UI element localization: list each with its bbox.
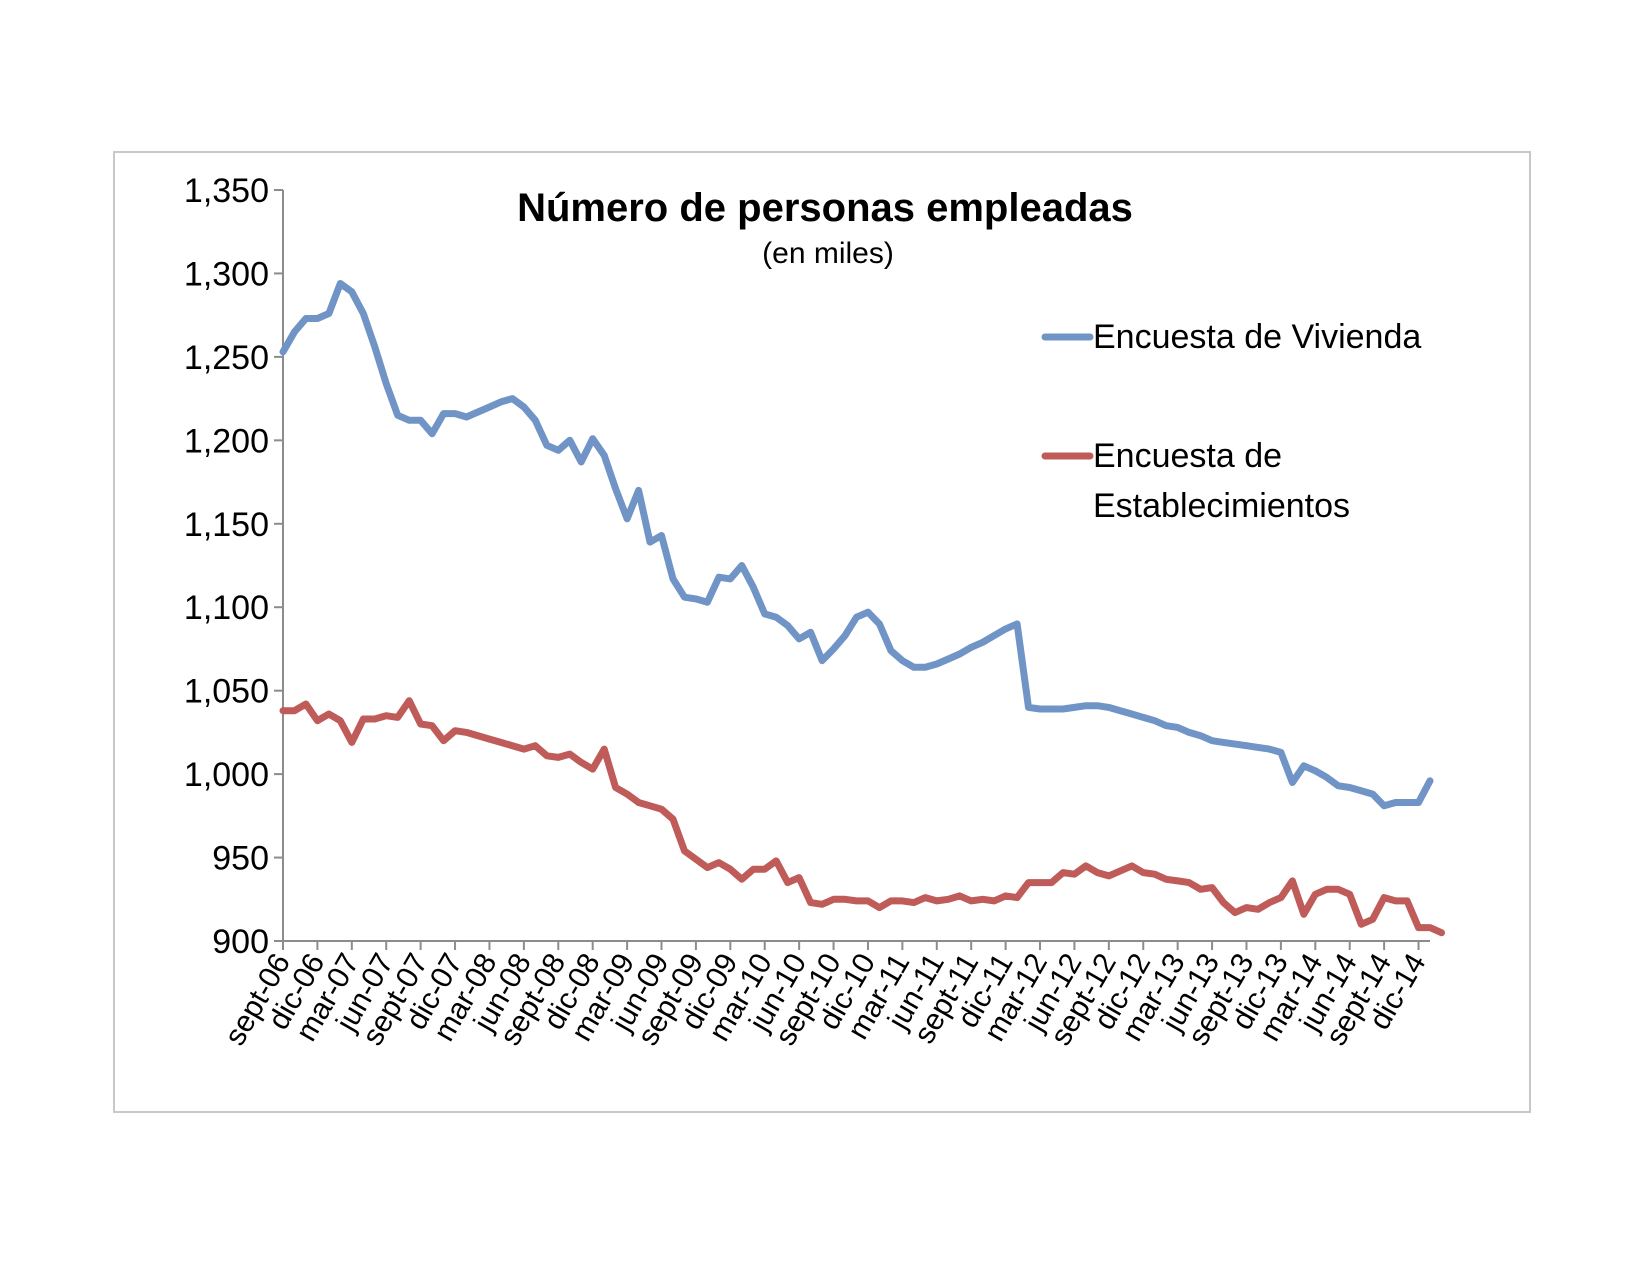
- y-tick-label: 1,200: [184, 422, 269, 460]
- series-line-2: [279, 697, 1445, 937]
- y-tick-label: 950: [212, 840, 269, 878]
- y-tick-label: 1,150: [184, 506, 269, 544]
- chart-svg: Número de personas empleadas (en miles) …: [184, 172, 1445, 1051]
- y-tick-label: 1,300: [184, 255, 269, 293]
- chart-subtitle: (en miles): [762, 237, 894, 270]
- y-tick-label: 1,350: [184, 172, 269, 210]
- x-axis: sept-06dic-06mar-07jun-07sept-07dic-07ma…: [218, 940, 1433, 1051]
- chart-frame: Número de personas empleadas (en miles) …: [113, 151, 1531, 1113]
- y-tick-label: 1,000: [184, 756, 269, 794]
- y-tick-label: 1,050: [184, 673, 269, 711]
- legend-label-2: Encuesta de Establecimientos: [1093, 437, 1350, 525]
- y-tick-label: 1,100: [184, 589, 269, 627]
- series-layer: [279, 280, 1445, 937]
- chart-title: Número de personas empleadas: [517, 186, 1133, 230]
- legend: Encuesta de Vivienda Encuesta de Estableci…: [1041, 318, 1421, 525]
- y-tick-label: 900: [212, 923, 269, 961]
- legend-label-1: Encuesta de Vivienda: [1093, 318, 1421, 356]
- series-line-1: [279, 280, 1434, 810]
- y-tick-label: 1,250: [184, 339, 269, 377]
- y-axis: 900 950 1,000 1,050 1,100 1,150 1,200 1,250 1,30…: [184, 172, 284, 961]
